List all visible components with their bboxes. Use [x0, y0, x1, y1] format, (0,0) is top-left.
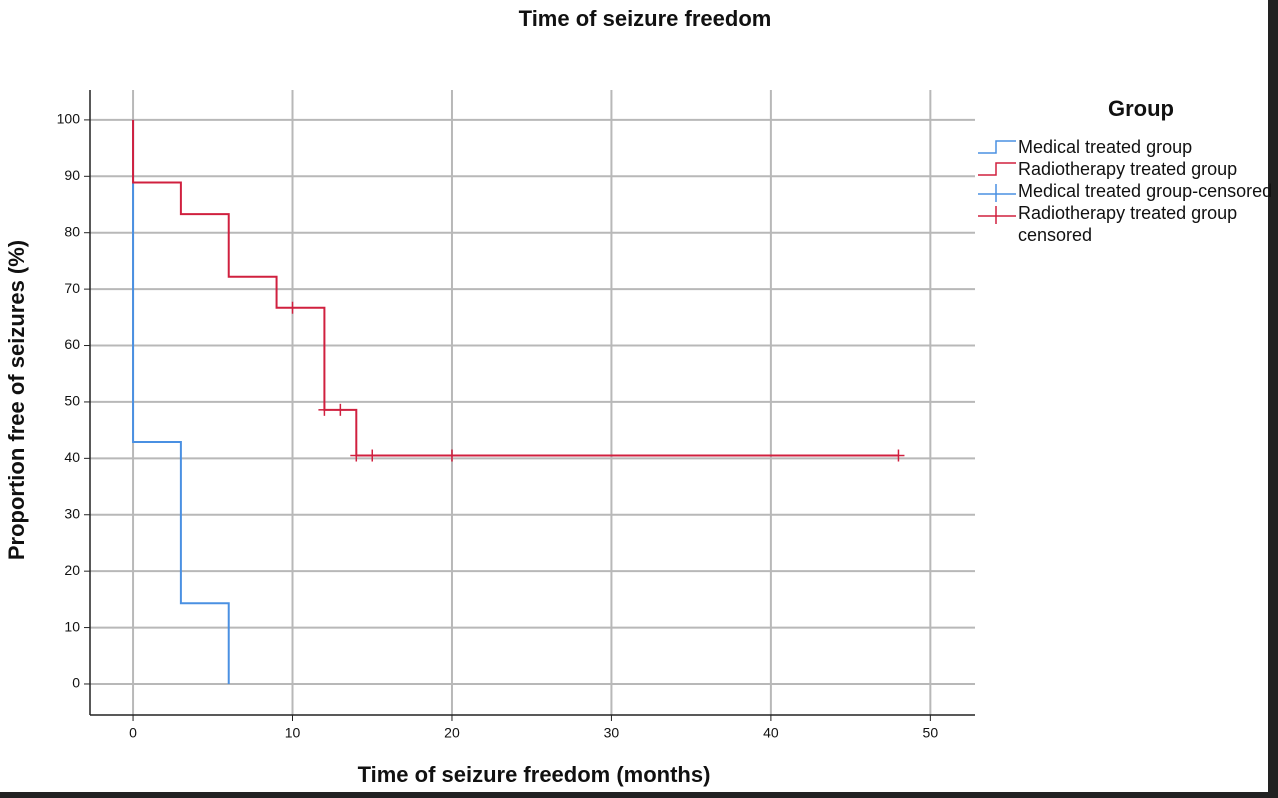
legend-label: Medical treated group-censored — [1018, 181, 1273, 201]
x-tick-label: 40 — [763, 725, 779, 741]
legend-icon — [978, 184, 1016, 202]
legend-icon-line — [978, 140, 1016, 154]
y-tick-label: 90 — [64, 167, 80, 183]
x-tick-label: 50 — [923, 725, 939, 741]
censor-mark — [892, 449, 905, 462]
y-tick-label: 60 — [64, 336, 80, 352]
legend-icon-line — [978, 162, 1016, 176]
legend-entry: Radiotherapy treated group — [976, 158, 1276, 180]
y-tick-label: 10 — [64, 618, 80, 634]
legend-entry: Medical treated group-censored — [976, 180, 1276, 202]
censor-mark — [334, 403, 347, 416]
legend-icon — [978, 140, 1016, 154]
legend-label: Radiotherapy treated group censored — [1018, 203, 1238, 245]
legend-icon — [978, 206, 1016, 224]
censor-mark — [350, 449, 363, 462]
legend-label: Radiotherapy treated group — [1018, 159, 1238, 179]
y-tick-label: 30 — [64, 505, 80, 521]
y-tick-label: 80 — [64, 223, 80, 239]
legend-icon — [978, 162, 1016, 176]
y-axis-label: Proportion free of seizures (%) — [4, 240, 29, 560]
x-tick-label: 20 — [444, 725, 460, 741]
y-tick-label: 0 — [72, 675, 80, 691]
y-tick-label: 70 — [64, 280, 80, 296]
censor-mark — [445, 449, 458, 462]
y-tick-label: 20 — [64, 562, 80, 578]
chart-title: Time of seizure freedom — [519, 6, 772, 31]
y-tick-label: 40 — [64, 449, 80, 465]
censor-mark — [366, 449, 379, 462]
x-tick-label: 10 — [285, 725, 301, 741]
survival-line — [132, 119, 230, 684]
legend-label: Medical treated group — [1018, 137, 1193, 157]
censor-mark — [318, 403, 331, 416]
y-tick-label: 100 — [57, 111, 81, 127]
survival-line — [132, 119, 899, 457]
x-tick-label: 30 — [604, 725, 620, 741]
legend-entry: Radiotherapy treated group censored — [976, 202, 1276, 246]
frame-edge — [1268, 0, 1278, 798]
frame-edge — [0, 792, 1278, 798]
y-tick-label: 50 — [64, 393, 80, 409]
x-tick-label: 0 — [129, 725, 137, 741]
legend-title: Group — [1108, 96, 1174, 121]
censor-mark — [286, 301, 299, 314]
x-axis-label: Time of seizure freedom (months) — [358, 762, 711, 787]
legend-entry: Medical treated group — [976, 136, 1276, 158]
legend: Group Medical treated group Radiotherapy … — [976, 96, 1276, 246]
